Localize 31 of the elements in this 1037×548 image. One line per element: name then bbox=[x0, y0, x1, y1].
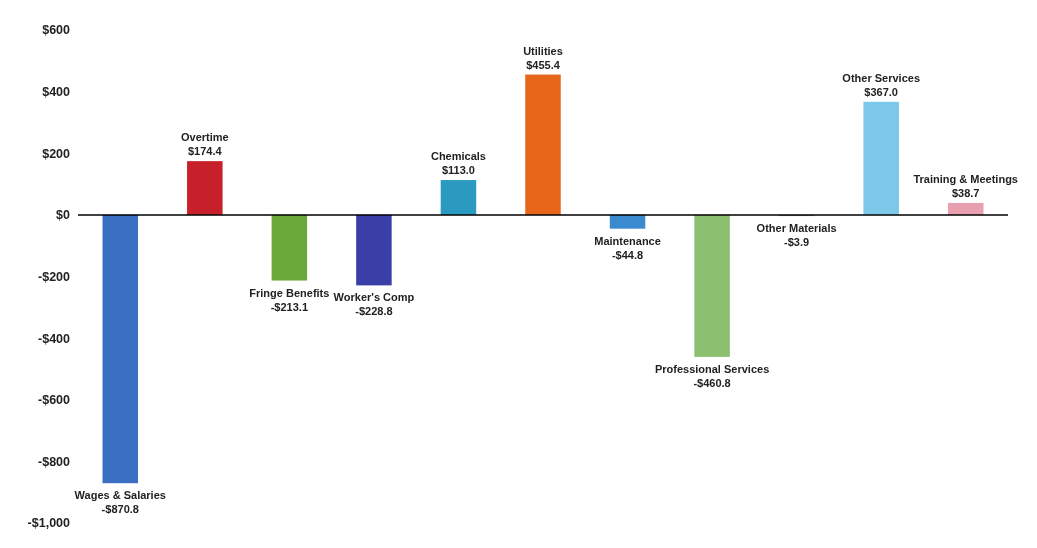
data-label: $174.4 bbox=[187, 145, 223, 158]
data-label: -$3.9 bbox=[784, 236, 810, 249]
data-label: -$870.8 bbox=[101, 503, 139, 516]
y-tick-label: $600 bbox=[42, 23, 71, 38]
x-tick-label: Other Materials bbox=[756, 222, 837, 235]
x-tick-label: Maintenance bbox=[594, 234, 661, 247]
y-tick-label: $200 bbox=[42, 146, 71, 161]
y-tick-label: $400 bbox=[42, 85, 71, 99]
data-label: -$44.8 bbox=[611, 248, 644, 261]
y-tick-label: -$800 bbox=[38, 454, 71, 469]
data-label: -$460.8 bbox=[693, 376, 731, 389]
x-tick-label: Training & Meetings bbox=[913, 172, 1018, 185]
x-tick-label: Utilities bbox=[523, 44, 563, 57]
x-tick-label: Other Services bbox=[842, 71, 921, 84]
y-tick-label: $0 bbox=[56, 208, 71, 223]
y-tick-label: -$600 bbox=[38, 393, 71, 408]
data-label: $367.0 bbox=[864, 85, 899, 98]
data-label: $113.0 bbox=[441, 164, 475, 177]
data-label: -$228.8 bbox=[355, 305, 393, 318]
data-label: $38.7 bbox=[951, 186, 980, 199]
x-tick-label: Fringe Benefits bbox=[249, 286, 330, 299]
x-tick-label: Worker's Comp bbox=[333, 291, 415, 304]
x-tick-label: Wages & Salaries bbox=[74, 489, 166, 502]
data-label: $455.4 bbox=[526, 58, 561, 71]
x-tick-label: Professional Services bbox=[654, 362, 770, 375]
y-tick-label: -$200 bbox=[38, 269, 71, 284]
y-tick-label: -$1,000 bbox=[27, 516, 71, 531]
y-tick-label: -$400 bbox=[38, 331, 71, 346]
x-tick-label: Overtime bbox=[180, 131, 229, 144]
x-tick-label: Chemicals bbox=[430, 150, 486, 163]
data-label: -$213.1 bbox=[270, 300, 309, 313]
